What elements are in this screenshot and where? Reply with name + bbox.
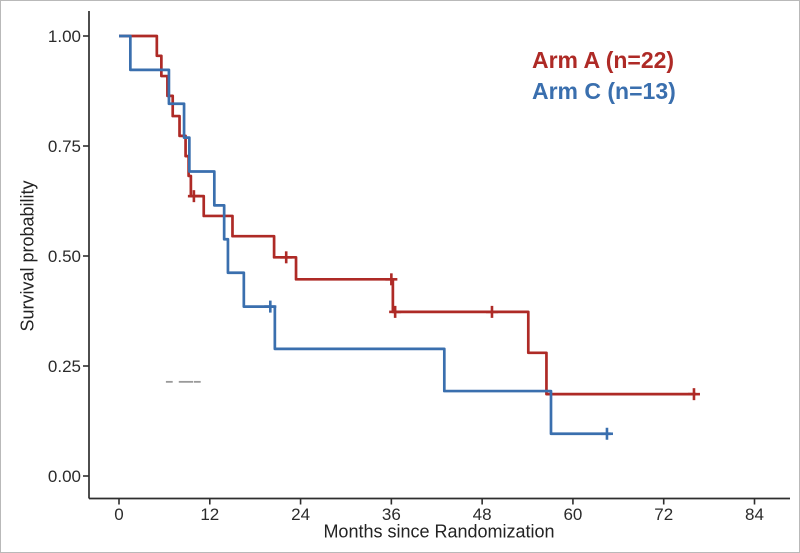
legend-item-arm-c: Arm C (n=13) [532, 76, 676, 107]
x-tick-label-48: 48 [473, 505, 492, 524]
x-axis-title: Months since Randomization [323, 521, 555, 542]
legend-item-arm-a: Arm A (n=22) [532, 45, 676, 76]
km-curve-arm-a-n-22- [119, 34, 697, 396]
x-tick-label-60: 60 [563, 505, 582, 524]
y-tick-label-0.50: 0.50 [48, 247, 81, 266]
x-tick-label-84: 84 [745, 505, 764, 524]
x-tick-label-72: 72 [654, 505, 673, 524]
x-tick-label-0: 0 [114, 505, 123, 524]
legend-label-arm-c: Arm C (n=13) [532, 78, 676, 104]
y-tick-label-0.25: 0.25 [48, 357, 81, 376]
legend-label-arm-a: Arm A (n=22) [532, 47, 675, 73]
y-tick-label-0.75: 0.75 [48, 137, 81, 156]
x-tick-label-36: 36 [382, 505, 401, 524]
y-tick-label-1.00: 1.00 [48, 27, 81, 46]
y-axis-title: Survival probability [17, 180, 38, 332]
x-tick-label-12: 12 [200, 505, 219, 524]
y-tick-label-0.00: 0.00 [48, 467, 81, 486]
km-curve-arm-c-n-13- [119, 34, 611, 436]
x-tick-label-24: 24 [291, 505, 310, 524]
legend: Arm A (n=22) Arm C (n=13) [532, 45, 676, 107]
